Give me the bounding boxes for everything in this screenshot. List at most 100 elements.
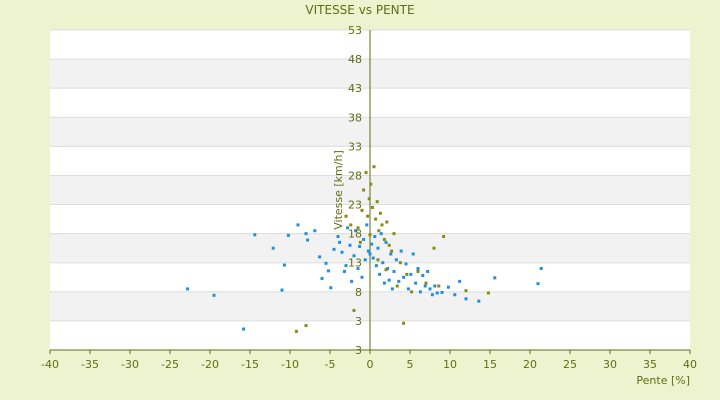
data-point [326, 269, 330, 273]
x-tick-label: 35 [643, 358, 657, 371]
y-tick-label: 33 [348, 140, 362, 153]
x-tick-label: 40 [683, 358, 697, 371]
data-point [344, 214, 348, 218]
data-point [368, 252, 372, 256]
x-tick-label: 20 [523, 358, 537, 371]
x-tick-label: 0 [367, 358, 374, 371]
data-point [296, 223, 300, 227]
x-axis-label: Pente [%] [636, 374, 690, 387]
data-point [435, 291, 439, 295]
x-tick-label: -10 [281, 358, 299, 371]
data-point [446, 285, 450, 289]
data-point [286, 233, 290, 237]
data-point [421, 274, 425, 278]
data-point [386, 267, 390, 271]
data-point [392, 232, 396, 236]
y-tick-label: 43 [348, 82, 362, 95]
data-point [342, 269, 346, 273]
data-point [382, 281, 386, 285]
data-point [416, 269, 420, 273]
x-tick-labels: -40 -35 -30 -25 -20 -15 -10 -5 0 5 10 15 20 25 30 35 40 [41, 358, 697, 371]
data-point [360, 208, 364, 212]
data-point [338, 240, 342, 244]
x-tick-label: -35 [81, 358, 99, 371]
data-point [423, 284, 427, 288]
data-point [418, 290, 422, 294]
data-point [304, 232, 308, 236]
data-point [329, 286, 333, 290]
x-tick-label: -30 [121, 358, 139, 371]
data-point [340, 250, 344, 254]
data-point [369, 182, 373, 186]
data-point [376, 246, 380, 250]
data-point [362, 237, 366, 241]
data-point [356, 267, 360, 271]
data-point [282, 263, 286, 267]
data-point [394, 258, 398, 262]
data-point [426, 269, 430, 273]
y-tick-label: 48 [348, 53, 362, 66]
data-point [294, 329, 298, 333]
data-point [336, 235, 340, 239]
data-point [344, 264, 348, 268]
data-point [306, 238, 310, 242]
data-point [411, 252, 415, 256]
data-point [453, 293, 457, 297]
data-point [242, 327, 246, 331]
data-points [186, 165, 543, 333]
data-point [539, 267, 543, 271]
data-point [486, 291, 490, 295]
data-point [374, 264, 378, 268]
data-point [372, 165, 376, 169]
y-tick-label: 3 [355, 344, 362, 357]
data-point [360, 275, 364, 279]
data-point [440, 290, 444, 294]
data-point [352, 308, 356, 312]
data-point [416, 267, 420, 271]
x-tick-label: -5 [325, 358, 336, 371]
data-point [366, 214, 370, 218]
data-point [402, 275, 406, 279]
data-point [398, 261, 402, 265]
data-point [493, 276, 497, 280]
data-point [349, 223, 353, 227]
data-point [346, 226, 350, 230]
x-tick-label: -20 [201, 358, 219, 371]
data-point [186, 287, 190, 291]
data-point [318, 255, 322, 259]
data-point [253, 233, 257, 237]
data-point [424, 281, 428, 285]
data-point [368, 233, 372, 237]
data-point [464, 289, 468, 293]
y-tick-label: 3 [355, 315, 362, 328]
data-point [280, 288, 284, 292]
data-point [404, 262, 408, 266]
data-point [406, 287, 410, 291]
x-tick-label: 10 [443, 358, 457, 371]
data-point [271, 246, 275, 250]
chart-title: VITESSE vs PENTE [305, 3, 414, 17]
data-point [362, 188, 366, 192]
data-point [442, 235, 446, 239]
data-point [432, 246, 436, 250]
data-point [324, 261, 328, 265]
data-point [356, 226, 360, 230]
y-tick-label: 28 [348, 169, 362, 182]
data-point [374, 217, 378, 221]
data-point [350, 279, 354, 283]
data-point [375, 200, 379, 204]
data-point [399, 249, 403, 253]
data-point [384, 268, 388, 272]
data-point [304, 324, 308, 328]
data-point [390, 249, 394, 253]
data-point [402, 321, 406, 325]
data-point [358, 244, 362, 248]
data-point [352, 254, 356, 258]
x-tick-label: -40 [41, 358, 59, 371]
data-point [392, 269, 396, 273]
x-tick-label: 15 [483, 358, 497, 371]
y-tick-label: 23 [348, 199, 362, 212]
data-point [409, 272, 413, 276]
